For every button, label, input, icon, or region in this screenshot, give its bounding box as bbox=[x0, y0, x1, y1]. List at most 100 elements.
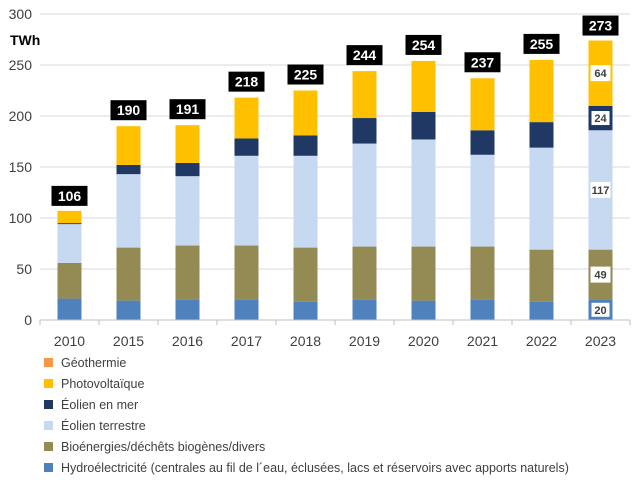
y-tick-label: 150 bbox=[9, 159, 33, 175]
legend-label: Bioénergies/déchêts biogènes/divers bbox=[61, 439, 266, 454]
bar-segment bbox=[470, 299, 495, 320]
legend-swatch bbox=[44, 463, 53, 472]
bar-segment bbox=[57, 262, 82, 299]
bar-segment bbox=[411, 111, 436, 140]
segment-label: 117 bbox=[592, 185, 610, 197]
bar-segment bbox=[529, 147, 554, 250]
x-tick-label: 2023 bbox=[585, 333, 616, 349]
x-tick-label: 2022 bbox=[526, 333, 557, 349]
x-tick-label: 2015 bbox=[113, 333, 144, 349]
bar-segment bbox=[411, 60, 436, 112]
total-label: 237 bbox=[471, 54, 495, 70]
legend-swatch bbox=[44, 442, 53, 451]
legend-item: Éolien terrestre bbox=[44, 415, 569, 436]
bar-segment bbox=[529, 122, 554, 148]
x-tick-label: 2019 bbox=[349, 333, 380, 349]
x-tick-label: 2017 bbox=[231, 333, 262, 349]
bar-segment bbox=[57, 224, 82, 263]
total-label: 273 bbox=[589, 18, 613, 34]
segment-label: 49 bbox=[594, 270, 606, 282]
bar-segment bbox=[293, 135, 318, 156]
total-label-box bbox=[51, 185, 88, 206]
segment-label-box bbox=[590, 181, 611, 198]
bar-segment bbox=[411, 139, 436, 247]
total-label: 255 bbox=[530, 36, 554, 52]
y-tick-label: 100 bbox=[9, 210, 33, 226]
bar-segment bbox=[470, 78, 495, 131]
bar-segment bbox=[116, 164, 141, 175]
bar-segment bbox=[234, 97, 259, 139]
segment-label-box bbox=[590, 266, 611, 283]
total-label-box bbox=[523, 33, 560, 54]
legend-item: Éolien en mer bbox=[44, 394, 569, 415]
legend-label: Hydroélectricité (centrales au fil de l´… bbox=[61, 460, 569, 475]
bar-segment bbox=[352, 246, 377, 300]
bar-segment bbox=[116, 300, 141, 320]
legend-label: Géothermie bbox=[61, 355, 127, 370]
bar-segment bbox=[352, 118, 377, 144]
bar-segment bbox=[175, 125, 200, 163]
legend-label: Éolien terrestre bbox=[61, 418, 146, 433]
bar-segment bbox=[293, 247, 318, 302]
bar-segment bbox=[175, 162, 200, 177]
bar-segment bbox=[175, 176, 200, 246]
bar-segment bbox=[293, 155, 318, 248]
segment-label-box bbox=[590, 65, 611, 82]
y-tick-label: 200 bbox=[9, 108, 33, 124]
bar-segment bbox=[293, 90, 318, 136]
bar-segment bbox=[470, 246, 495, 300]
total-label-box bbox=[405, 34, 442, 55]
bar-segment bbox=[175, 299, 200, 320]
x-tick-label: 2010 bbox=[54, 333, 85, 349]
stacked-bar-chart: 0 50 100 150 200 250 300 TWh 106 2010 190 2015 191 20… bbox=[9, 6, 631, 349]
y-tick-label: 50 bbox=[16, 261, 32, 277]
total-label: 190 bbox=[117, 102, 141, 118]
legend-swatch bbox=[44, 358, 53, 367]
legend-label: Éolien en mer bbox=[61, 397, 139, 412]
segment-label-box bbox=[589, 109, 612, 128]
legend-item: Hydroélectricité (centrales au fil de l´… bbox=[44, 457, 569, 478]
total-label: 191 bbox=[176, 101, 200, 117]
total-label-box bbox=[582, 15, 619, 36]
chart-legend: Géothermie Photovoltaïque Éolien en mer Éol… bbox=[44, 352, 569, 478]
x-tick-label: 2020 bbox=[408, 333, 439, 349]
total-label-box bbox=[110, 100, 147, 121]
bar-segment bbox=[234, 155, 259, 246]
y-tick-label: 0 bbox=[24, 312, 32, 328]
bar-segment bbox=[57, 210, 82, 224]
legend-swatch bbox=[44, 421, 53, 430]
bar-segment bbox=[116, 174, 141, 248]
x-tick-label: 2018 bbox=[290, 333, 321, 349]
legend-label: Photovoltaïque bbox=[61, 376, 145, 391]
y-tick-label: 300 bbox=[9, 6, 33, 22]
y-tick-label: 250 bbox=[9, 57, 33, 73]
total-label: 218 bbox=[235, 74, 259, 90]
total-label-box bbox=[228, 71, 265, 92]
segment-label: 24 bbox=[594, 113, 607, 125]
bar-segment bbox=[352, 71, 377, 119]
total-label: 106 bbox=[58, 188, 82, 204]
x-tick-label: 2016 bbox=[172, 333, 203, 349]
bar-segment bbox=[529, 249, 554, 302]
bar-segment bbox=[529, 59, 554, 123]
bar-segment bbox=[529, 301, 554, 320]
bar-segment bbox=[352, 299, 377, 320]
legend-item: Géothermie bbox=[44, 352, 569, 373]
total-label-box bbox=[287, 64, 324, 85]
bar-segment bbox=[411, 246, 436, 301]
total-label: 244 bbox=[353, 47, 377, 63]
total-label-box bbox=[346, 45, 383, 66]
bar-segment bbox=[470, 154, 495, 247]
bar-segment bbox=[175, 245, 200, 300]
bar-segment bbox=[293, 301, 318, 320]
bar-segment bbox=[57, 223, 82, 225]
segment-label-box bbox=[589, 300, 612, 319]
total-label-box bbox=[169, 99, 206, 120]
total-label-box bbox=[464, 52, 501, 73]
bar-segment bbox=[470, 130, 495, 155]
segment-label: 20 bbox=[594, 305, 606, 317]
legend-item: Bioénergies/déchêts biogènes/divers bbox=[44, 436, 569, 457]
legend-item: Photovoltaïque bbox=[44, 373, 569, 394]
total-label: 254 bbox=[412, 37, 436, 53]
y-unit-label: TWh bbox=[10, 32, 40, 48]
